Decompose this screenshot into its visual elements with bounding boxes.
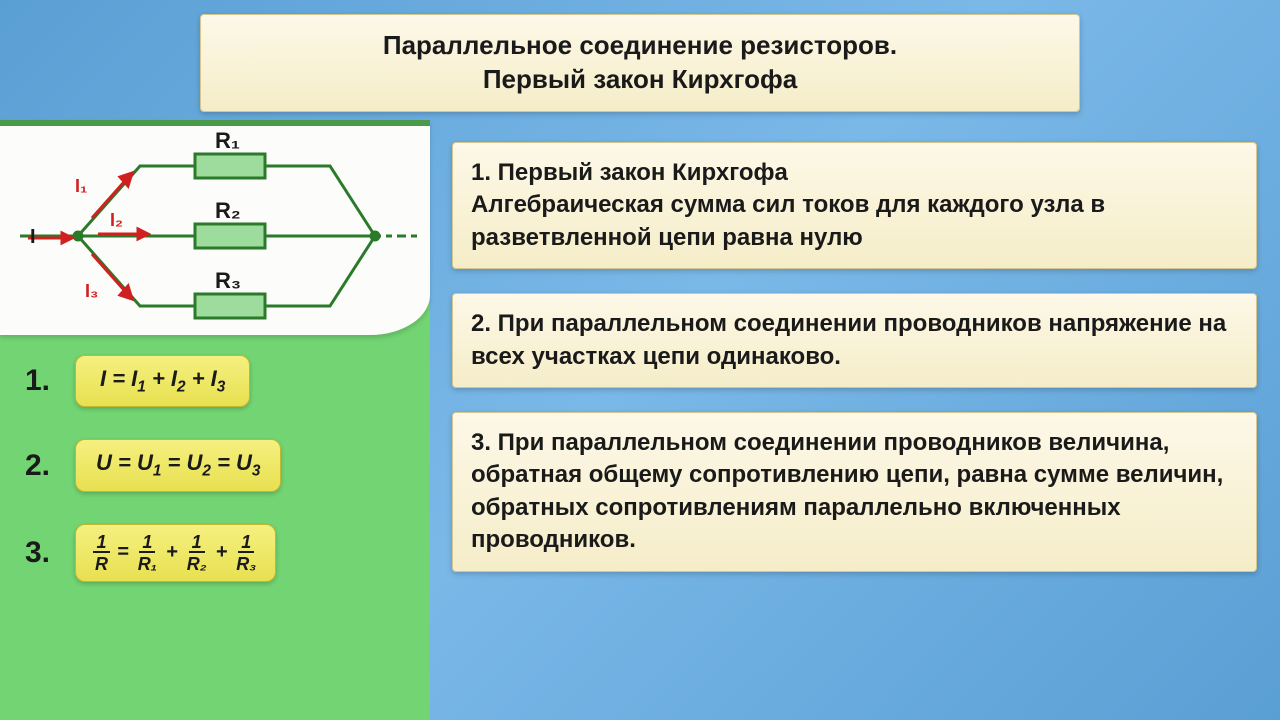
title-line-2: Первый закон Кирхгофа xyxy=(221,63,1059,97)
plus-2: + xyxy=(216,541,228,564)
formula-row-3: 3. 1R = 1R₁ + 1R₂ + 1R₃ xyxy=(15,524,415,582)
formula-number-2: 2. xyxy=(15,449,75,483)
formula-row-1: 1. I = I1 + I2 + I3 xyxy=(15,355,415,407)
label-I2: I₂ xyxy=(110,210,123,231)
slide-title-box: Параллельное соединение резисторов. Перв… xyxy=(200,14,1080,112)
title-line-1: Параллельное соединение резисторов. xyxy=(221,29,1059,63)
formula-number-1: 1. xyxy=(15,364,75,398)
label-R1: R₁ xyxy=(215,128,240,154)
text-box-1: 1. Первый закон Кирхгофа Алгебраическая … xyxy=(452,142,1257,269)
formula-box-1: I = I1 + I2 + I3 xyxy=(75,355,250,407)
frac-1: 1R xyxy=(92,533,111,573)
formula-row-2: 2. U = U1 = U2 = U3 xyxy=(15,439,415,491)
text-box-2: 2. При параллельном соединении проводник… xyxy=(452,293,1257,388)
formula-section: 1. I = I1 + I2 + I3 2. U = U1 = U2 = U3 … xyxy=(0,335,430,624)
circuit-diagram-area: I I₁ I₂ I₃ R₁ R₂ R₃ xyxy=(0,120,430,335)
frac-4: 1R₃ xyxy=(233,533,259,573)
formula-box-3: 1R = 1R₁ + 1R₂ + 1R₃ xyxy=(75,524,276,582)
plus-1: + xyxy=(166,541,178,564)
eq-sign: = xyxy=(117,541,129,564)
label-R2: R₂ xyxy=(215,198,241,224)
formula-number-3: 3. xyxy=(15,536,75,570)
text-box-3: 3. При параллельном соединении проводник… xyxy=(452,412,1257,572)
label-R3: R₃ xyxy=(215,268,241,294)
right-text-panel: 1. Первый закон Кирхгофа Алгебраическая … xyxy=(452,142,1257,596)
formula-box-2: U = U1 = U2 = U3 xyxy=(75,439,281,491)
frac-3: 1R₂ xyxy=(184,533,210,573)
label-I: I xyxy=(30,226,36,249)
text-box-1-body: Алгебраическая сумма сил токов для каждо… xyxy=(471,189,1238,254)
text-box-3-body: 3. При параллельном соединении проводник… xyxy=(471,427,1238,557)
text-box-1-title: 1. Первый закон Кирхгофа xyxy=(471,157,1238,189)
label-I1: I₁ xyxy=(75,176,87,197)
label-I3: I₃ xyxy=(85,281,98,302)
circuit-svg xyxy=(0,126,430,341)
frac-2: 1R₁ xyxy=(135,533,160,573)
text-box-2-body: 2. При параллельном соединении проводник… xyxy=(471,308,1238,373)
formula-2-text: U = U1 = U2 = U3 xyxy=(96,450,260,475)
formula-1-text: I = I1 + I2 + I3 xyxy=(100,366,225,391)
left-green-panel: I I₁ I₂ I₃ R₁ R₂ R₃ 1. I = I1 + I2 + I3 … xyxy=(0,120,430,720)
